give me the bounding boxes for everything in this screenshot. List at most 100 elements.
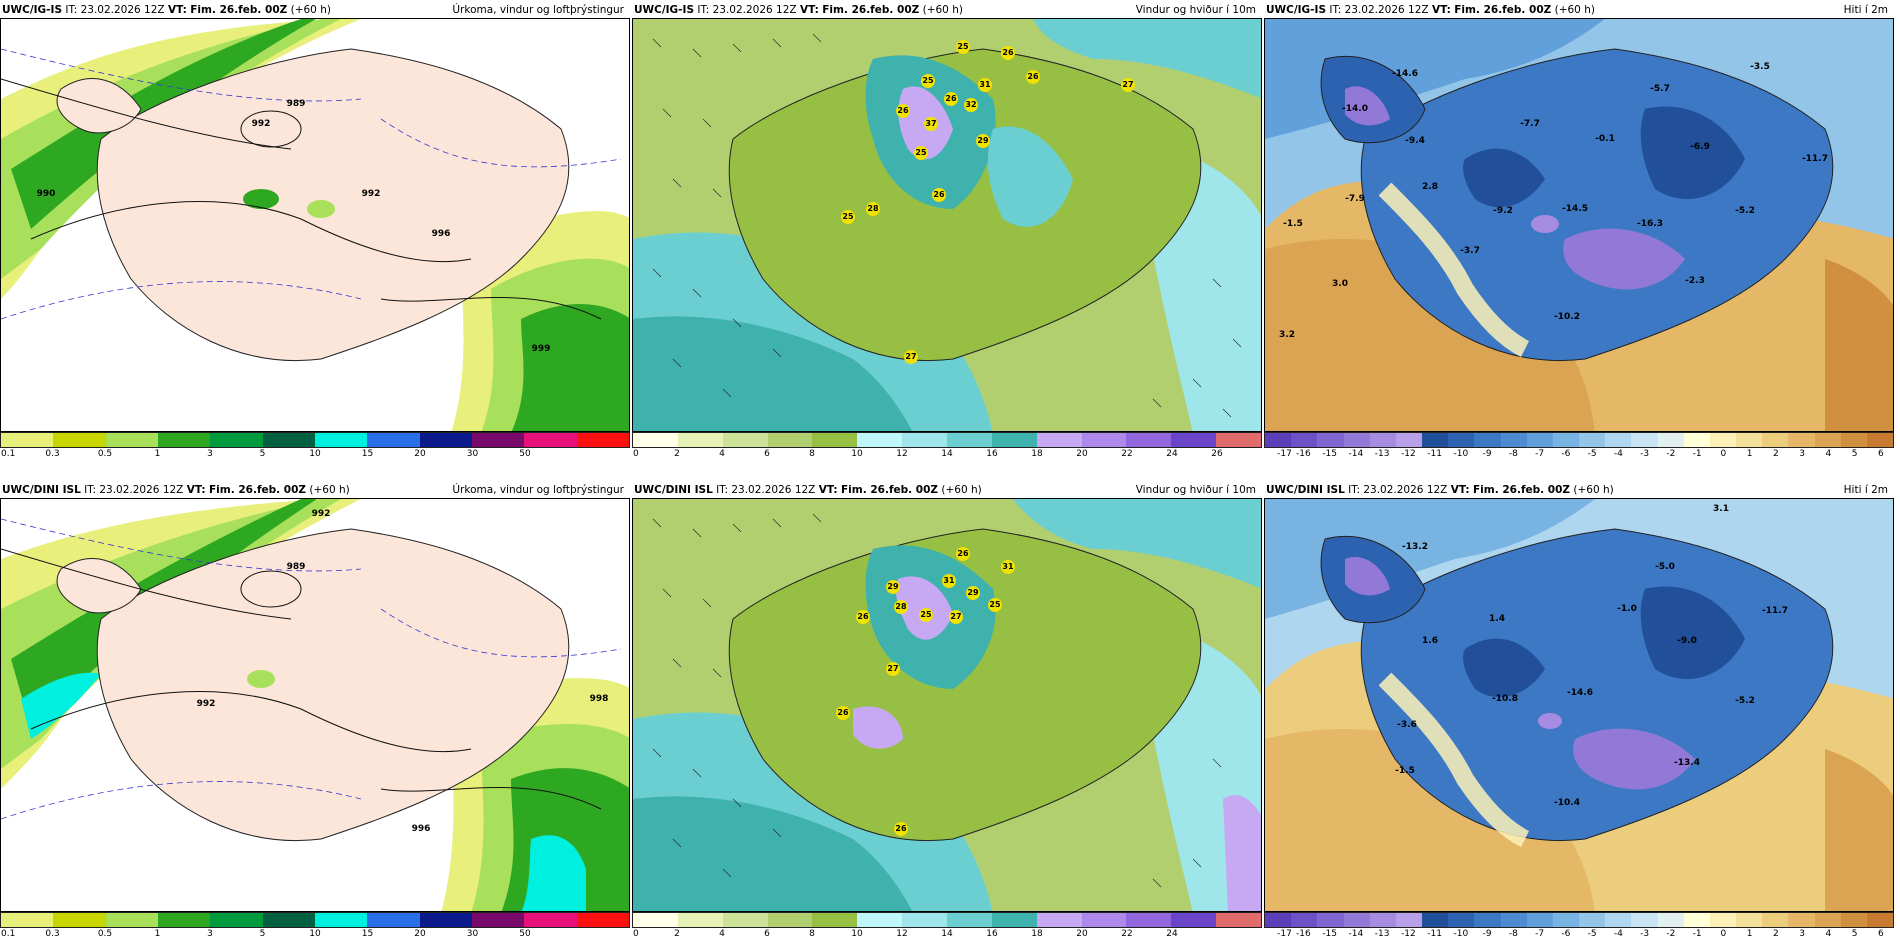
- colorbar-tick-label: 50: [519, 929, 531, 939]
- temp-label: -13.4: [1674, 758, 1700, 768]
- colorbar-tick-label: 4: [1825, 929, 1832, 939]
- colorbar-swatch: [1579, 913, 1606, 927]
- temp-label: -3.7: [1460, 246, 1480, 256]
- temp-label: 3.1: [1713, 504, 1729, 514]
- colorbar-tick-label: 50: [519, 449, 531, 459]
- colorbar-swatch: [1216, 433, 1262, 447]
- temp-label: -13.2: [1402, 542, 1428, 552]
- gust-badge: 26: [896, 104, 910, 118]
- model-name: UWC/DINI ISL: [634, 484, 713, 496]
- gust-badge: 26: [1026, 70, 1040, 84]
- colorbar-ticks: -17 -16 -15 -14 -13 -12 -11 -10 -9 -8 -7 -6 -5 -4 -3 -2…: [1264, 929, 1894, 941]
- colorbar-tick-label: 6: [1878, 449, 1884, 459]
- colorbar-tick-label: 0.1: [1, 449, 16, 459]
- colorbar-swatch: [1579, 433, 1606, 447]
- map-temp: -14.6 -3.5 -14.0 -5.7 -7.7 -9.4 -0.1 -6.…: [1264, 18, 1894, 432]
- colorbar-tick-label: 20: [414, 929, 426, 939]
- temp-label: -5.7: [1650, 84, 1670, 94]
- init-time: IT: 23.02.2026 12Z: [1329, 4, 1429, 16]
- colorbar-tick-label: -3: [1640, 929, 1650, 939]
- colorbar-temp: [1264, 912, 1894, 928]
- colorbar-tick-label: 2: [1773, 929, 1779, 939]
- colorbar-swatch: [767, 433, 813, 447]
- colorbar-tick-label: 6: [1878, 929, 1884, 939]
- colorbar-swatch: [1657, 913, 1684, 927]
- temp-label: -5.2: [1735, 206, 1755, 216]
- colorbar-swatch: [524, 913, 577, 927]
- panel-header: UWC/DINI ISL IT: 23.02.2026 12Z VT: Fim.…: [632, 480, 1262, 500]
- temp-label: -10.2: [1554, 312, 1580, 322]
- colorbar-swatch: [1736, 433, 1763, 447]
- colorbar-tick-label: 18: [1031, 929, 1043, 939]
- valid-label: VT:: [818, 484, 838, 496]
- colorbar-swatch: [1395, 913, 1423, 927]
- colorbar-swatch: [524, 433, 577, 447]
- gust-badge: 27: [886, 662, 900, 676]
- colorbar-swatch: [105, 913, 158, 927]
- valid-time: Fim. 26.feb. 00Z: [208, 484, 307, 496]
- colorbar-swatch: [105, 433, 158, 447]
- lead-time: (+60 h): [941, 484, 982, 496]
- colorbar-swatch: [1788, 913, 1815, 927]
- temp-label: -10.8: [1492, 694, 1518, 704]
- colorbar-wind: [632, 432, 1262, 448]
- colorbar-tick-label: 30: [466, 449, 479, 459]
- temp-label: -3.6: [1397, 720, 1417, 730]
- colorbar-swatch: [1474, 913, 1501, 927]
- colorbar-swatch: [576, 433, 629, 447]
- colorbar-tick-label: -9: [1482, 929, 1492, 939]
- lead-time: (+60 h): [922, 4, 963, 16]
- pressure-label: 989: [286, 99, 306, 109]
- colorbar-swatch: [677, 433, 723, 447]
- colorbar-swatch: [722, 433, 768, 447]
- model-name: UWC/IG-IS: [2, 4, 63, 16]
- panel-temp-dini: UWC/DINI ISL IT: 23.02.2026 12Z VT: Fim.…: [1264, 480, 1894, 945]
- gust-badge: 26: [1001, 46, 1015, 60]
- colorbar-swatch: [314, 913, 368, 927]
- lead-time: (+60 h): [1554, 4, 1595, 16]
- colorbar-swatch: [1683, 913, 1710, 927]
- colorbar-tick-label: 1: [154, 449, 161, 459]
- colorbar-tick-label: -2: [1666, 449, 1676, 459]
- colorbar-swatch: [1265, 913, 1292, 927]
- colorbar-tick-label: -8: [1508, 929, 1518, 939]
- colorbar-tick-label: -11: [1427, 929, 1442, 939]
- temp-label: -11.7: [1802, 154, 1828, 164]
- colorbar-tick-label: 4: [719, 929, 725, 939]
- temp-label: -14.5: [1562, 204, 1588, 214]
- lead-time: (+60 h): [1573, 484, 1614, 496]
- panel-header: UWC/IG-IS IT: 23.02.2026 12Z VT: Fim. 26…: [632, 0, 1262, 20]
- pressure-label: 992: [361, 189, 381, 199]
- temp-label: -7.7: [1520, 119, 1540, 129]
- colorbar-tick-label: -1: [1692, 929, 1702, 939]
- colorbar-swatch: [1265, 433, 1292, 447]
- colorbar-swatch: [947, 433, 992, 447]
- colorbar-tick-label: 10: [309, 449, 321, 459]
- colorbar-swatch: [947, 913, 992, 927]
- temp-label: -1.5: [1395, 766, 1415, 776]
- gust-badge: 26: [894, 822, 908, 836]
- colorbar-tick-label: 16: [986, 929, 998, 939]
- colorbar-tick-label: -16: [1296, 929, 1311, 939]
- colorbar-swatch: [1, 433, 54, 447]
- gust-badge: 29: [886, 580, 900, 594]
- colorbar-tick-label: 4: [719, 449, 725, 459]
- valid-label: VT:: [167, 4, 187, 16]
- valid-label: VT:: [186, 484, 206, 496]
- colorbar-tick-label: -7: [1535, 449, 1545, 459]
- colorbar-tick-label: 14: [941, 449, 953, 459]
- field-title: Hiti í 2m: [1843, 484, 1888, 496]
- colorbar-swatch: [902, 913, 948, 927]
- colorbar-tick-label: 2: [674, 929, 680, 939]
- colorbar-tick-label: -7: [1535, 929, 1545, 939]
- colorbar-tick-label: -14: [1348, 929, 1364, 939]
- colorbar-tick-label: 3: [207, 929, 213, 939]
- temp-label: -14.0: [1342, 104, 1368, 114]
- pressure-label: 989: [286, 562, 306, 572]
- temp-label: 3.2: [1279, 330, 1295, 340]
- colorbar-tick-label: 0.1: [1, 929, 16, 939]
- valid-label: VT:: [799, 4, 819, 16]
- precip-map-svg: [1, 499, 629, 911]
- colorbar-tick-label: 0: [1720, 929, 1727, 939]
- colorbar-tick-label: -16: [1296, 449, 1311, 459]
